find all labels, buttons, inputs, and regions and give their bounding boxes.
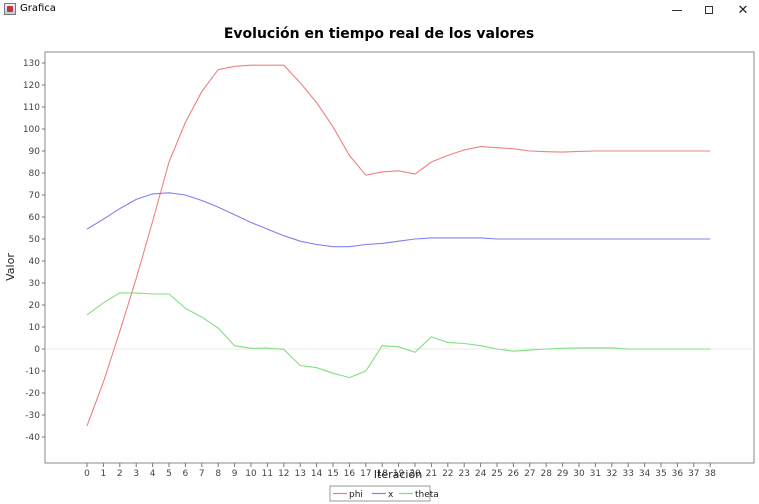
y-tick-label: 20 [29, 301, 41, 311]
x-tick-label: 35 [655, 469, 666, 479]
x-tick-label: 12 [278, 469, 289, 479]
x-tick-label: 16 [344, 469, 356, 479]
window-titlebar[interactable]: Grafica ✕ [0, 0, 759, 20]
window-title: Grafica [20, 3, 56, 14]
x-tick-label: 24 [475, 469, 487, 479]
plot-area [44, 51, 755, 464]
x-tick-label: 38 [704, 469, 716, 479]
close-icon: ✕ [737, 2, 749, 18]
x-tick-label: 9 [232, 469, 238, 479]
x-tick-label: 13 [294, 469, 305, 479]
x-axis-label: Iteración [374, 468, 422, 481]
series-line-phi [86, 64, 711, 427]
minimize-button[interactable] [660, 0, 694, 20]
y-tick-label: -10 [25, 367, 40, 377]
y-axis: -40 -30 -20 -10 0 10 20 30 40 50 60 70 80 90 100 110 120… [23, 59, 45, 443]
x-tick-label: 32 [606, 469, 617, 479]
chart-title: Evolución en tiempo real de los valores [224, 26, 534, 42]
x-tick-label: 4 [150, 469, 156, 479]
app-icon [4, 3, 16, 15]
x-axis: 0 1 2 3 4 5 6 7 8 9 10 11 12 13 14 15 16 17 18 19 20 21 22 23 24… [84, 463, 716, 479]
x-tick-label: 6 [183, 469, 189, 479]
x-tick-label: 10 [245, 469, 257, 479]
y-tick-label: 60 [29, 213, 41, 223]
y-tick-label: 130 [23, 59, 40, 69]
x-tick-label: 18 [376, 469, 388, 479]
x-tick-label: 3 [133, 469, 139, 479]
x-tick-label: 11 [262, 469, 273, 479]
y-tick-label: 110 [23, 103, 40, 113]
y-tick-label: 80 [29, 169, 41, 179]
legend-label-x: x [388, 490, 394, 500]
maximize-button[interactable] [692, 0, 726, 20]
y-tick-label: 120 [23, 81, 40, 91]
y-tick-label: 40 [29, 257, 41, 267]
y-tick-label: 0 [34, 345, 40, 355]
x-tick-label: 21 [426, 469, 437, 479]
x-tick-label: 26 [508, 469, 520, 479]
y-axis-label: Valor [4, 253, 17, 281]
x-tick-label: 2 [117, 469, 123, 479]
x-tick-label: 1 [101, 469, 107, 479]
x-tick-label: 23 [458, 469, 469, 479]
x-tick-label: 29 [557, 469, 569, 479]
x-tick-label: 27 [524, 469, 535, 479]
y-tick-label: -20 [25, 389, 40, 399]
y-tick-label: 100 [23, 125, 40, 135]
x-tick-label: 8 [215, 469, 221, 479]
y-tick-label: 90 [29, 147, 41, 157]
x-tick-label: 36 [672, 469, 684, 479]
y-tick-label: 50 [29, 235, 41, 245]
legend: phi x theta [329, 485, 439, 502]
x-tick-label: 37 [688, 469, 699, 479]
legend-label-phi: phi [349, 490, 363, 500]
y-tick-label: 10 [29, 323, 41, 333]
x-tick-label: 34 [639, 469, 651, 479]
x-tick-label: 5 [166, 469, 172, 479]
x-tick-label: 15 [327, 469, 338, 479]
series-line-x [86, 192, 711, 248]
series-line-theta [86, 292, 711, 379]
x-tick-label: 0 [84, 469, 90, 479]
series-lines [86, 64, 711, 427]
x-tick-label: 19 [393, 469, 405, 479]
x-tick-label: 7 [199, 469, 205, 479]
x-tick-label: 28 [540, 469, 552, 479]
x-tick-label: 31 [590, 469, 601, 479]
y-tick-label: -30 [25, 411, 40, 421]
x-tick-label: 20 [409, 469, 421, 479]
x-tick-label: 14 [311, 469, 323, 479]
y-tick-label: 30 [29, 279, 41, 289]
maximize-icon [705, 6, 713, 14]
close-button[interactable]: ✕ [726, 0, 759, 20]
minimize-icon [672, 9, 682, 11]
x-tick-label: 25 [491, 469, 502, 479]
x-tick-label: 17 [360, 469, 371, 479]
x-tick-label: 33 [622, 469, 633, 479]
y-tick-label: 70 [29, 191, 41, 201]
chart: Evolución en tiempo real de los valores … [4, 26, 755, 502]
y-tick-label: -40 [25, 433, 40, 443]
x-tick-label: 22 [442, 469, 453, 479]
legend-label-theta: theta [415, 490, 439, 500]
x-tick-label: 30 [573, 469, 585, 479]
